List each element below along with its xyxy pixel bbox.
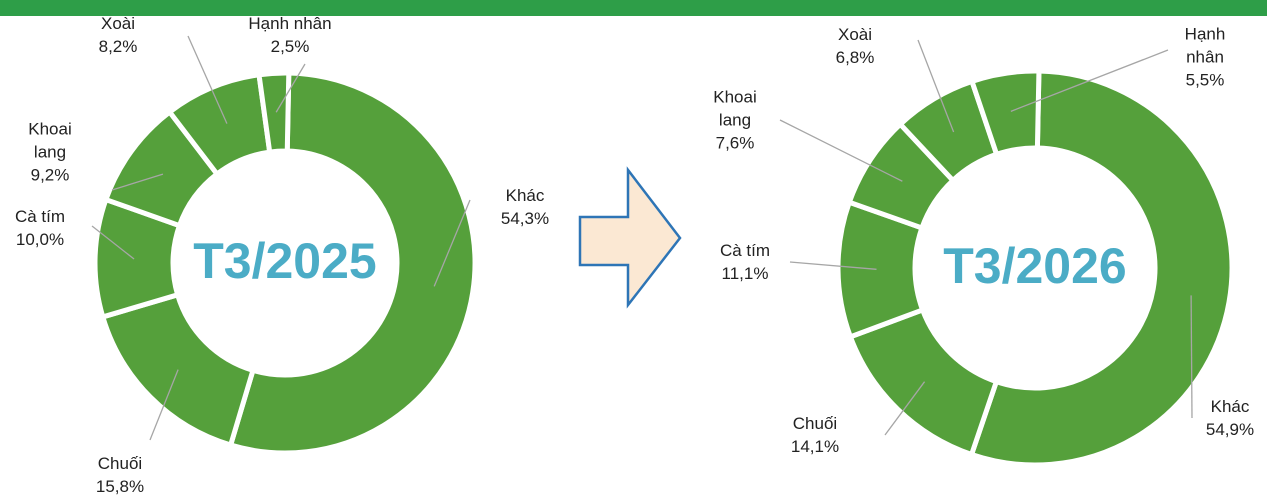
- center-title: T3/2026: [943, 238, 1126, 294]
- leader-line: [779, 119, 903, 182]
- data-label: Xoài 8,2%: [78, 12, 158, 58]
- data-label: Hạnh nhân 5,5%: [1175, 23, 1235, 92]
- data-label: Chuối 15,8%: [80, 452, 160, 498]
- donut-segment: [256, 70, 292, 155]
- category-label: Cà tím: [719, 241, 771, 260]
- value-label: 6,8%: [835, 48, 875, 67]
- value-label: 8,2%: [98, 37, 138, 56]
- leader-line: [1190, 295, 1193, 419]
- donut-segment: [968, 68, 1235, 468]
- category-label: Khác: [1210, 397, 1250, 416]
- leader-line: [275, 63, 306, 113]
- value-label: 54,3%: [500, 209, 550, 228]
- data-label: Chuối 14,1%: [775, 412, 855, 458]
- data-label: Xoài 6,8%: [815, 23, 895, 69]
- value-label: 54,9%: [1205, 420, 1255, 439]
- top-bar: [0, 0, 1267, 16]
- leader-line: [149, 369, 179, 441]
- category-label: Khoai lang: [713, 87, 757, 130]
- data-label: Cà tím 10,0%: [0, 205, 80, 251]
- value-label: 7,6%: [715, 133, 755, 153]
- center-title: T3/2025: [193, 233, 376, 289]
- leader-line: [433, 199, 471, 287]
- value-label: 11,1%: [721, 264, 769, 283]
- donut-segment: [227, 70, 478, 456]
- category-label: Xoài: [100, 14, 136, 33]
- value-label: 10,0%: [15, 230, 65, 249]
- value-label: 2,5%: [270, 37, 310, 56]
- category-label: Chuối: [792, 414, 838, 433]
- category-label: Xoài: [837, 25, 873, 44]
- value-label: 14,1%: [790, 437, 840, 456]
- arrow: [578, 166, 682, 309]
- leader-line: [789, 261, 877, 270]
- value-label: 15,8%: [95, 477, 145, 496]
- leader-line: [917, 39, 955, 133]
- leader-line: [91, 225, 135, 260]
- data-label: Hạnh nhân 2,5%: [230, 12, 350, 58]
- category-label: Cà tím: [14, 207, 66, 226]
- leader-line: [111, 173, 164, 191]
- value-label: 9,2%: [30, 165, 70, 185]
- data-label: Cà tím 11,1%: [705, 239, 785, 285]
- data-label: Khác 54,3%: [485, 184, 565, 230]
- category-label: Hạnh nhân: [1184, 24, 1226, 67]
- leader-line: [187, 35, 228, 124]
- category-label: Hạnh nhân: [248, 14, 332, 33]
- category-label: Chuối: [97, 454, 143, 473]
- leader-line: [884, 381, 926, 436]
- category-label: Khác: [505, 186, 545, 205]
- value-label: 5,5%: [1185, 70, 1225, 90]
- category-label: Khoai lang: [28, 119, 72, 162]
- leader-line: [1010, 49, 1169, 112]
- donut-segment: [968, 68, 1042, 158]
- data-label: Khoai lang 7,6%: [705, 86, 765, 155]
- data-label: Khác 54,9%: [1190, 395, 1267, 441]
- data-label: Khoai lang 9,2%: [20, 118, 80, 187]
